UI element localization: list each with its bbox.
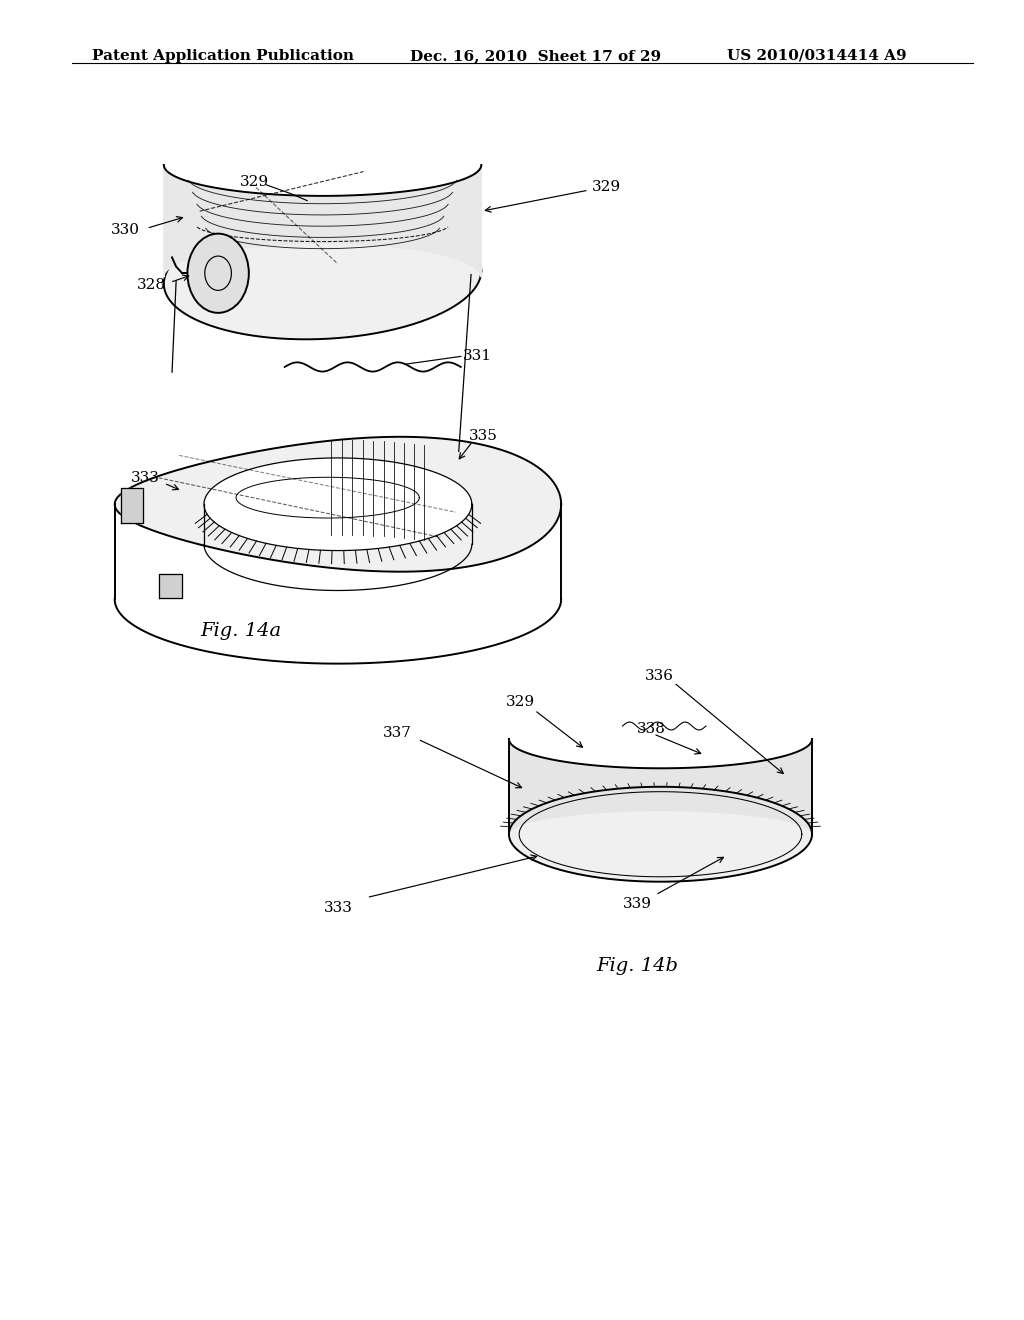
Text: 329: 329 <box>240 176 268 189</box>
Polygon shape <box>164 165 481 277</box>
Text: Patent Application Publication: Patent Application Publication <box>92 49 354 63</box>
Text: US 2010/0314414 A9: US 2010/0314414 A9 <box>727 49 906 63</box>
Text: 328: 328 <box>137 279 166 292</box>
Circle shape <box>187 234 249 313</box>
Polygon shape <box>204 458 472 550</box>
Text: 338: 338 <box>637 722 666 735</box>
Text: 330: 330 <box>111 223 139 236</box>
Text: Fig. 14b: Fig. 14b <box>596 957 678 975</box>
Text: 339: 339 <box>623 898 651 911</box>
Polygon shape <box>509 739 812 834</box>
Text: 333: 333 <box>324 902 352 915</box>
Text: 329: 329 <box>592 181 621 194</box>
Text: 337: 337 <box>383 726 412 739</box>
Text: 331: 331 <box>463 350 492 363</box>
Polygon shape <box>159 574 182 598</box>
Text: 329: 329 <box>506 696 535 709</box>
Text: Fig. 14a: Fig. 14a <box>200 622 282 640</box>
Polygon shape <box>164 215 481 339</box>
Text: 333: 333 <box>131 471 160 484</box>
Text: 335: 335 <box>469 429 498 442</box>
Polygon shape <box>115 437 561 572</box>
Polygon shape <box>121 488 143 523</box>
Text: Dec. 16, 2010  Sheet 17 of 29: Dec. 16, 2010 Sheet 17 of 29 <box>410 49 660 63</box>
Polygon shape <box>509 787 812 882</box>
Text: 336: 336 <box>645 669 674 682</box>
